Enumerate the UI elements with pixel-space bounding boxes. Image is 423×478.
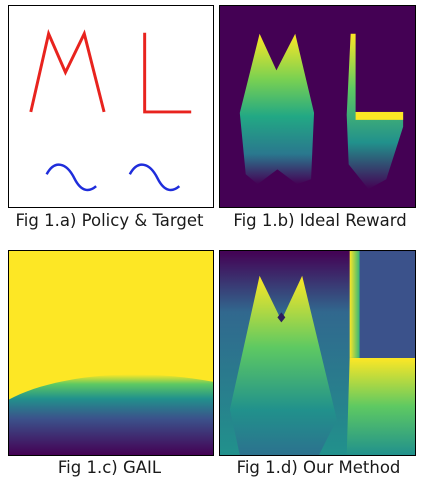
m-shape-region bbox=[229, 275, 337, 455]
gail-heatmap bbox=[9, 374, 213, 455]
policy-target-plot bbox=[29, 28, 192, 192]
l-base-region bbox=[346, 357, 415, 455]
m-notch bbox=[277, 312, 286, 323]
caption-ideal-reward: Fig 1.b) Ideal Reward bbox=[233, 211, 407, 230]
gail-panel bbox=[8, 250, 214, 456]
our-method-panel bbox=[219, 250, 416, 456]
reward-l-base bbox=[355, 111, 404, 120]
caption-our-method: Fig 1.d) Our Method bbox=[236, 458, 401, 477]
caption-policy-target: Fig 1.a) Policy & Target bbox=[15, 211, 204, 230]
gail-boundary-region bbox=[9, 374, 213, 455]
l-vertical-region bbox=[349, 251, 360, 358]
right-dark-region bbox=[358, 251, 415, 358]
policy-target-panel bbox=[8, 5, 214, 208]
caption-gail: Fig 1.c) GAIL bbox=[57, 458, 162, 477]
reward-l-region bbox=[346, 33, 404, 190]
target-wave-right bbox=[128, 163, 181, 192]
reward-m-region bbox=[239, 33, 315, 185]
ideal-reward-panel bbox=[219, 5, 416, 208]
policy-letter-m bbox=[29, 28, 106, 113]
our-method-heatmap bbox=[220, 251, 415, 455]
policy-letter-l bbox=[143, 32, 192, 114]
ideal-reward-heatmap bbox=[239, 33, 404, 190]
target-wave-left bbox=[45, 163, 97, 192]
